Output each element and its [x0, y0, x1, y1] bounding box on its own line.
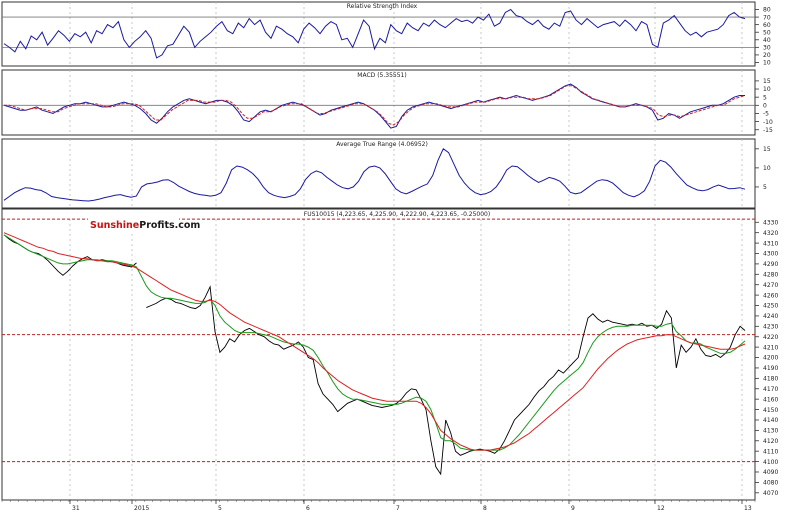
y-tick-label: 4140 — [763, 417, 778, 424]
brand-logo: SunshineProfits.com — [88, 217, 200, 231]
y-tick-label: -15 — [763, 127, 773, 134]
x-tick-label: 8 — [483, 505, 487, 512]
title-background — [355, 72, 409, 79]
y-tick-label: 70 — [763, 14, 771, 21]
brand-name-part1: Sunshine — [90, 220, 139, 231]
panel-frame — [1, 138, 756, 209]
y-tick-label: 4250 — [763, 303, 778, 310]
y-tick-label: 4150 — [763, 407, 778, 414]
y-tick-label: 40 — [763, 37, 771, 44]
x-tick-label: 5 — [218, 505, 222, 512]
y-tick-label: 4290 — [763, 261, 778, 268]
y-tick-label: 4080 — [763, 480, 778, 487]
svg-text:SunshineProfits.com: SunshineProfits.com — [90, 220, 200, 231]
y-tick-label: 20 — [763, 52, 771, 59]
title-background — [334, 141, 430, 148]
y-tick-label: 4330 — [763, 219, 778, 226]
y-tick-label: -10 — [763, 119, 773, 126]
rsi-title: Relative Strength Index — [347, 3, 418, 10]
x-tick-label: 2015 — [134, 505, 149, 512]
atr-line — [3, 148, 746, 202]
y-tick-label: 4300 — [763, 251, 778, 258]
y-tick-label: 10 — [763, 60, 771, 67]
y-tick-label: 4120 — [763, 438, 778, 445]
y-tick-label: 4130 — [763, 428, 778, 435]
y-tick-label: 15 — [763, 146, 771, 153]
atr-panel: 5 10 15 Average True Range (4.06952) — [1, 138, 771, 209]
x-tick-label: 12 — [657, 505, 665, 512]
brand-name-part2: Profits.com — [139, 220, 200, 231]
atr-title: Average True Range (4.06952) — [336, 141, 428, 148]
y-tick-label: 4270 — [763, 282, 778, 289]
y-tick-label: 5 — [763, 184, 767, 191]
price-slow-ma-line — [3, 232, 746, 451]
x-tick-label: 31 — [72, 505, 80, 512]
y-tick-label: 60 — [763, 22, 771, 29]
y-tick-label: 4070 — [763, 490, 778, 497]
y-tick-label: 4280 — [763, 272, 778, 279]
y-tick-label: 4110 — [763, 448, 778, 455]
title-background — [301, 211, 493, 218]
y-tick-label: 4210 — [763, 344, 778, 351]
y-tick-label: 80 — [763, 7, 771, 14]
y-tick-label: 10 — [763, 165, 771, 172]
y-tick-label: 5 — [763, 94, 767, 101]
x-tick-label: 13 — [744, 505, 752, 512]
price-fast-ma-line — [3, 234, 746, 451]
x-tick-label: 7 — [396, 505, 400, 512]
price-title: FUS10015 (4,223.65, 4,225.90, 4,222.90, … — [304, 211, 490, 218]
x-tick-label: 6 — [306, 505, 310, 512]
y-tick-label: 4090 — [763, 469, 778, 476]
y-tick-label: 4240 — [763, 313, 778, 320]
macd-line — [3, 83, 745, 129]
y-tick-label: -5 — [763, 111, 769, 118]
y-tick-label: 4310 — [763, 240, 778, 247]
y-tick-label: 4160 — [763, 396, 778, 403]
y-tick-label: 4180 — [763, 376, 778, 383]
y-tick-label: 4200 — [763, 355, 778, 362]
rsi-line — [3, 8, 746, 59]
y-tick-label: 4220 — [763, 334, 778, 341]
title-background — [344, 3, 420, 10]
y-tick-label: 15 — [763, 78, 771, 85]
y-tick-label: 4190 — [763, 365, 778, 372]
y-tick-label: 0 — [763, 103, 767, 110]
panel-frame — [1, 1, 756, 67]
y-tick-label: 4260 — [763, 292, 778, 299]
macd-title: MACD (5.35551) — [357, 72, 406, 79]
macd-signal-line — [4, 85, 746, 126]
brand-logo-background — [88, 217, 179, 231]
y-tick-label: 10 — [763, 86, 771, 93]
x-tick-label: 9 — [571, 505, 575, 512]
y-tick-label: 50 — [763, 29, 771, 36]
y-tick-label: 4320 — [763, 230, 778, 237]
panel-frame — [1, 69, 756, 136]
y-tick-label: 4230 — [763, 324, 778, 331]
y-tick-label: 30 — [763, 45, 771, 52]
y-tick-label: 4170 — [763, 386, 778, 393]
y-tick-label: 4100 — [763, 459, 778, 466]
